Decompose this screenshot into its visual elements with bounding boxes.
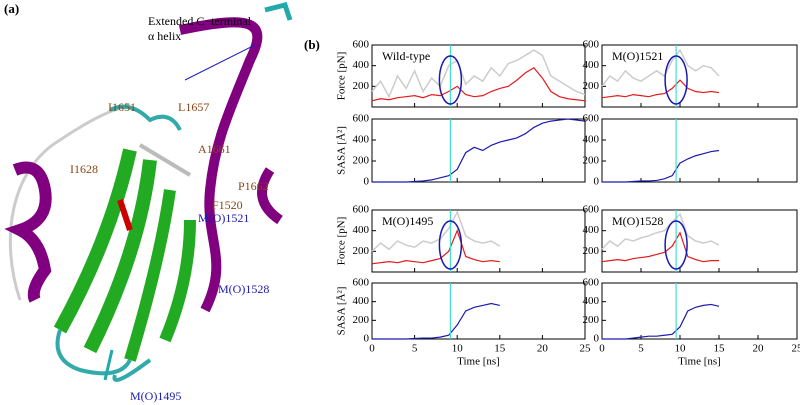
y-tick-label: 600 [583,277,600,289]
data-line [601,231,719,263]
data-line [371,228,500,265]
x-tick-label: 25 [580,343,592,355]
y-tick-label: 400 [583,224,600,236]
y-tick-label: 0 [594,176,600,188]
y-axis-title: Force [pN] [336,52,348,101]
plot-frame [371,118,586,183]
plot-frame [601,44,798,108]
y-tick-label: 400 [583,59,600,71]
x-tick-label: 0 [599,343,605,355]
y-tick-label: 0 [364,176,370,188]
data-line [372,118,586,183]
y-tick-label: 200 [353,314,370,326]
residue-label: M(O)1528 [218,282,269,296]
y-tick-label: 200 [583,80,600,92]
y-tick-label: 200 [583,314,600,326]
x-tick-label: 20 [753,343,765,355]
y-tick-label: 0 [594,333,600,345]
x-tick-label: 5 [412,343,418,355]
x-tick-label: 20 [537,343,549,355]
x-axis-title: Time [ns] [457,356,500,368]
panel-title: M(O)1521 [612,49,663,63]
y-tick-label: 400 [353,59,370,71]
plot-frame [371,209,586,273]
residue-label: A1661 [198,142,231,156]
y-tick-label: 600 [353,277,370,289]
panel-title: Wild-type [382,49,430,63]
highlight [664,220,688,270]
y-axis-title: SASA [Å²] [336,287,348,336]
y-axis-title: Force [pN] [336,217,348,266]
residue-label: M(O)1521 [198,211,249,225]
y-axis-title: SASA [Å²] [336,126,348,175]
panel-title: M(O)1528 [612,214,663,228]
x-tick-label: 10 [675,343,687,355]
data-line [371,66,586,102]
panel-label: (b) [304,37,320,52]
y-tick-label: 400 [353,134,370,146]
residue-label: P1662 [238,179,269,193]
plot-frame [601,209,798,273]
data-line [601,212,720,250]
y-tick-label: 200 [583,155,600,167]
data-line [602,149,720,183]
y-tick-label: 600 [353,39,370,51]
data-line [371,49,586,99]
y-tick-label: 600 [583,113,600,125]
y-tick-label: 400 [583,134,600,146]
x-tick-label: 15 [494,343,506,355]
y-tick-label: 200 [583,245,600,257]
annotation: α helix [148,29,181,43]
y-tick-label: 600 [353,113,370,125]
data-line [371,210,501,252]
residue-label: F1520 [212,198,243,212]
highlight [664,55,688,105]
highlight [438,55,463,105]
data-line [602,303,720,340]
x-axis-title: Time [ns] [678,356,721,368]
highlight [438,220,463,270]
y-tick-label: 200 [353,245,370,257]
residue-label: I1651 [108,100,136,114]
panel-title: M(O)1495 [382,214,433,228]
y-tick-label: 200 [353,80,370,92]
annotation: Extended C−terminal [148,14,252,28]
residue-label: M(O)1495 [130,389,181,403]
y-tick-label: 600 [353,204,370,216]
data-line [601,79,720,99]
y-tick-label: 400 [583,295,600,307]
plot-frame [371,282,586,340]
y-tick-label: 200 [353,155,370,167]
panel-label: (a) [4,1,19,16]
x-tick-label: 10 [452,343,464,355]
plot-frame [371,44,586,108]
protein-structure [4,2,293,382]
y-tick-label: 600 [583,204,600,216]
y-tick-label: 400 [353,224,370,236]
plot-frame [601,282,798,340]
x-tick-label: 5 [638,343,644,355]
x-tick-label: 15 [714,343,726,355]
y-tick-label: 400 [353,295,370,307]
y-tick-label: 600 [583,39,600,51]
data-line [372,302,500,340]
residue-label: L1657 [178,100,209,114]
residue-label: I1628 [70,162,98,176]
x-tick-label: 25 [792,343,800,355]
y-tick-label: 0 [364,333,370,345]
x-tick-label: 0 [369,343,375,355]
plot-frame [601,118,798,183]
data-line [601,48,720,87]
